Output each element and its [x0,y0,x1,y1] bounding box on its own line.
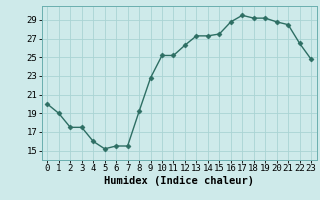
X-axis label: Humidex (Indice chaleur): Humidex (Indice chaleur) [104,176,254,186]
